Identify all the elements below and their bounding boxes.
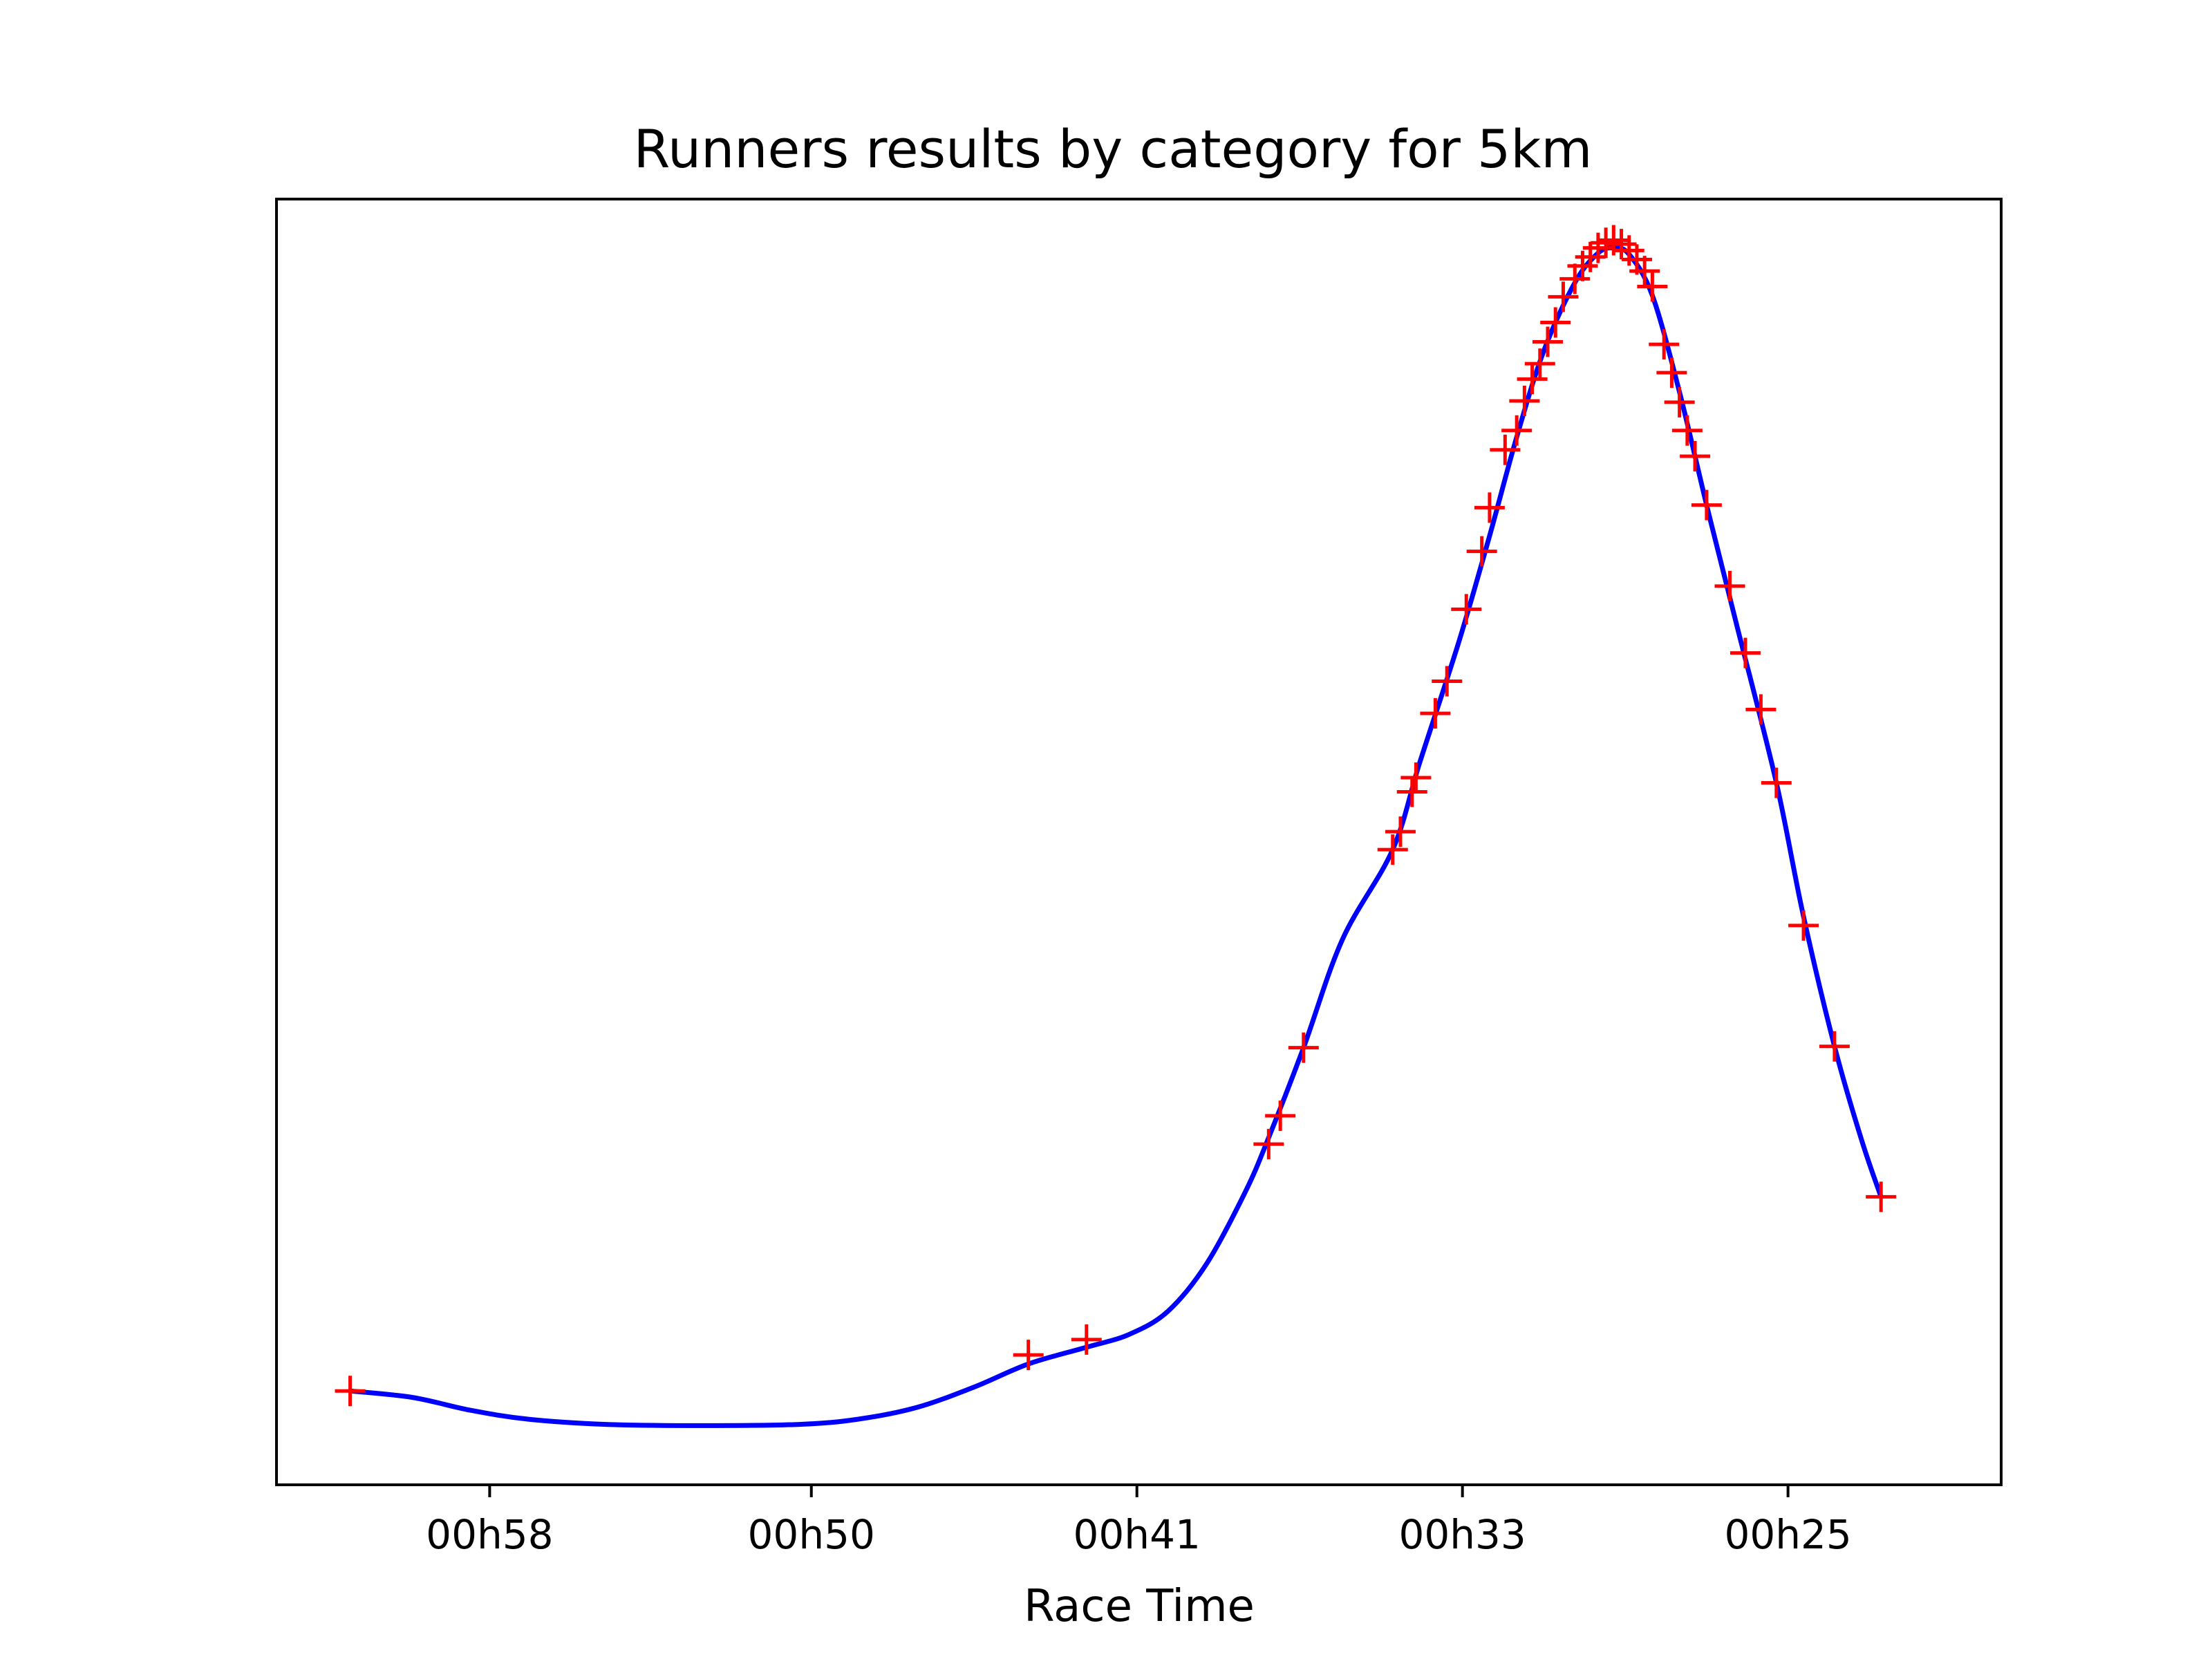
data-point-marker [1548,281,1579,312]
data-point-marker [1730,637,1761,668]
data-point-marker [1265,1100,1296,1132]
x-tick-label: 00h58 [426,1511,553,1558]
data-point-marker [1420,698,1451,729]
chart-title: Runners results by category for 5km [634,118,1593,180]
series-markers-group [335,225,1897,1407]
x-axis-ticks: 00h58 00h50 00h41 00h33 00h25 [426,1485,1852,1558]
data-point-marker [1745,694,1777,725]
data-point-marker [1559,263,1591,294]
data-point-marker [1582,232,1613,263]
data-point-marker [1013,1340,1044,1371]
data-point-marker [1606,229,1637,260]
x-tick-label: 00h50 [748,1511,875,1558]
data-point-marker [1788,910,1819,941]
x-tick-label: 00h25 [1724,1511,1851,1558]
data-point-marker [1637,271,1668,302]
data-point-marker [1649,329,1680,360]
data-point-marker [1714,570,1745,601]
data-point-marker [1517,364,1548,395]
data-point-marker [1819,1031,1850,1062]
data-point-marker [1866,1181,1897,1212]
data-point-marker [1466,536,1497,567]
data-point-marker [1377,834,1408,865]
data-point-marker [1598,225,1629,256]
data-point-marker [1629,256,1660,287]
data-point-marker [1474,492,1505,523]
data-point-marker [1691,489,1722,521]
data-point-marker [1656,357,1687,388]
data-point-marker [1071,1324,1102,1355]
data-point-marker [1490,434,1521,465]
x-axis-label: Race Time [1024,1581,1255,1632]
data-point-marker [1533,326,1564,357]
data-point-marker [1524,348,1555,379]
data-point-marker [1288,1032,1319,1063]
data-point-marker [1671,415,1703,446]
data-point-marker [1501,415,1533,446]
data-point-marker [1451,594,1482,625]
data-point-marker [1396,776,1427,807]
data-point-marker [1400,762,1432,793]
data-point-marker [1432,666,1463,697]
data-point-marker [1509,386,1540,417]
data-point-marker [1385,816,1416,847]
x-tick-label: 00h33 [1398,1511,1526,1558]
data-point-marker [1680,441,1711,471]
data-point-marker [1253,1129,1284,1160]
data-point-marker [1761,767,1792,798]
x-tick-label: 00h41 [1074,1511,1201,1558]
plot-frame [275,198,2003,1486]
data-point-marker [1664,386,1695,418]
data-point-marker [1540,307,1571,338]
data-point-marker [335,1376,366,1407]
